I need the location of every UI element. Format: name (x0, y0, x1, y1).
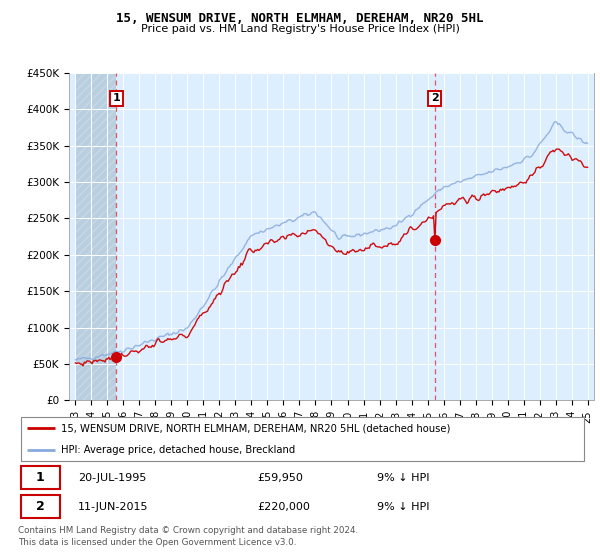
Text: Price paid vs. HM Land Registry's House Price Index (HPI): Price paid vs. HM Land Registry's House … (140, 24, 460, 34)
Text: 9% ↓ HPI: 9% ↓ HPI (377, 502, 430, 512)
Text: 15, WENSUM DRIVE, NORTH ELMHAM, DEREHAM, NR20 5HL: 15, WENSUM DRIVE, NORTH ELMHAM, DEREHAM,… (116, 12, 484, 25)
Text: Contains HM Land Registry data © Crown copyright and database right 2024.: Contains HM Land Registry data © Crown c… (18, 526, 358, 535)
Text: 1: 1 (112, 94, 120, 103)
Text: 2: 2 (36, 500, 44, 513)
Text: 9% ↓ HPI: 9% ↓ HPI (377, 473, 430, 483)
Text: 2: 2 (431, 94, 439, 103)
Text: 15, WENSUM DRIVE, NORTH ELMHAM, DEREHAM, NR20 5HL (detached house): 15, WENSUM DRIVE, NORTH ELMHAM, DEREHAM,… (61, 423, 450, 433)
Text: £59,950: £59,950 (257, 473, 303, 483)
FancyBboxPatch shape (21, 496, 59, 518)
FancyBboxPatch shape (21, 466, 59, 489)
Text: 1: 1 (36, 471, 44, 484)
Text: This data is licensed under the Open Government Licence v3.0.: This data is licensed under the Open Gov… (18, 538, 296, 547)
Text: 20-JUL-1995: 20-JUL-1995 (78, 473, 146, 483)
Text: HPI: Average price, detached house, Breckland: HPI: Average price, detached house, Brec… (61, 445, 295, 455)
Text: 11-JUN-2015: 11-JUN-2015 (78, 502, 148, 512)
FancyBboxPatch shape (21, 417, 584, 461)
Bar (76, 73, 116, 400)
Text: £220,000: £220,000 (257, 502, 310, 512)
